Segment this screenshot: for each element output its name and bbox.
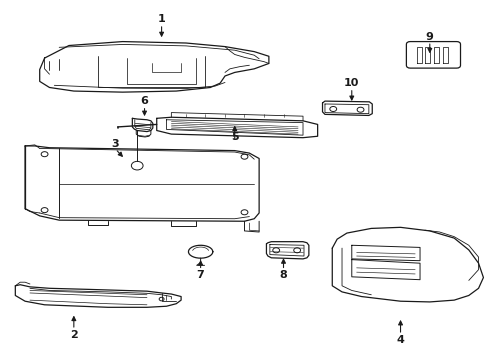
- Text: 6: 6: [141, 96, 148, 106]
- Text: 8: 8: [279, 270, 287, 280]
- Text: 7: 7: [196, 270, 204, 280]
- Text: 1: 1: [158, 14, 165, 24]
- Text: 5: 5: [230, 132, 238, 142]
- Text: 10: 10: [344, 78, 359, 88]
- Text: 3: 3: [111, 139, 119, 149]
- Text: 2: 2: [70, 330, 78, 340]
- Text: 4: 4: [396, 334, 404, 345]
- Text: 9: 9: [425, 32, 433, 41]
